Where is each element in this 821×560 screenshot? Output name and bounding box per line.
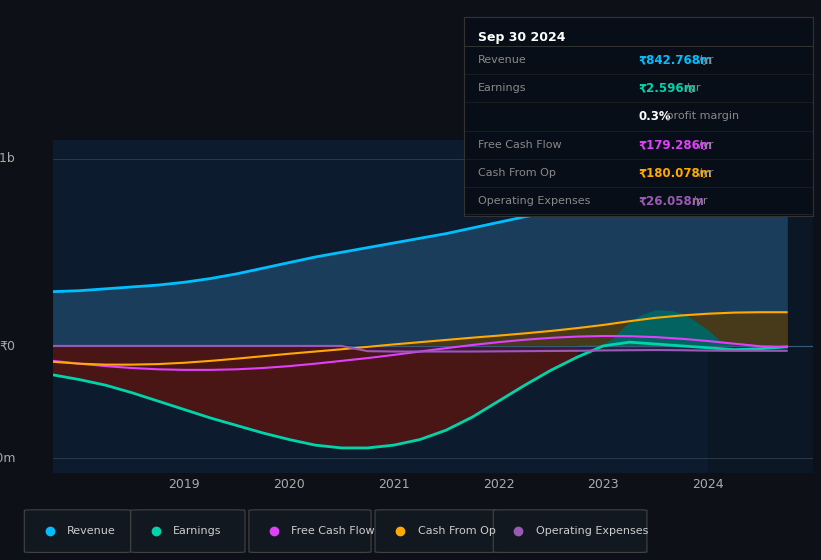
FancyBboxPatch shape bbox=[249, 510, 371, 552]
Text: ₹0: ₹0 bbox=[0, 339, 16, 352]
Text: /yr: /yr bbox=[695, 55, 713, 65]
FancyBboxPatch shape bbox=[131, 510, 245, 552]
Text: /yr: /yr bbox=[689, 197, 707, 207]
Text: /yr: /yr bbox=[695, 140, 713, 150]
Text: Sep 30 2024: Sep 30 2024 bbox=[478, 31, 566, 44]
Text: profit margin: profit margin bbox=[663, 111, 740, 122]
Text: Earnings: Earnings bbox=[478, 83, 526, 93]
Text: Cash From Op: Cash From Op bbox=[418, 526, 495, 536]
Text: /yr: /yr bbox=[695, 168, 713, 178]
FancyBboxPatch shape bbox=[375, 510, 498, 552]
Text: Free Cash Flow: Free Cash Flow bbox=[478, 140, 562, 150]
Text: Operating Expenses: Operating Expenses bbox=[536, 526, 649, 536]
Text: Revenue: Revenue bbox=[67, 526, 116, 536]
Bar bbox=[708, 140, 813, 473]
Text: ₹26.058m: ₹26.058m bbox=[639, 195, 704, 208]
Text: ₹180.078m: ₹180.078m bbox=[639, 167, 712, 180]
Text: -₹600m: -₹600m bbox=[0, 452, 16, 465]
Text: ₹842.768m: ₹842.768m bbox=[639, 53, 713, 66]
Text: Operating Expenses: Operating Expenses bbox=[478, 197, 590, 207]
Text: Earnings: Earnings bbox=[173, 526, 222, 536]
FancyBboxPatch shape bbox=[25, 510, 131, 552]
Text: Cash From Op: Cash From Op bbox=[478, 168, 556, 178]
FancyBboxPatch shape bbox=[493, 510, 647, 552]
Text: ₹1b: ₹1b bbox=[0, 152, 16, 165]
Text: 0.3%: 0.3% bbox=[639, 110, 671, 123]
Text: Revenue: Revenue bbox=[478, 55, 526, 65]
Text: ₹179.286m: ₹179.286m bbox=[639, 138, 713, 151]
Text: /yr: /yr bbox=[682, 83, 701, 93]
Text: Free Cash Flow: Free Cash Flow bbox=[291, 526, 375, 536]
Text: ₹2.596m: ₹2.596m bbox=[639, 82, 696, 95]
